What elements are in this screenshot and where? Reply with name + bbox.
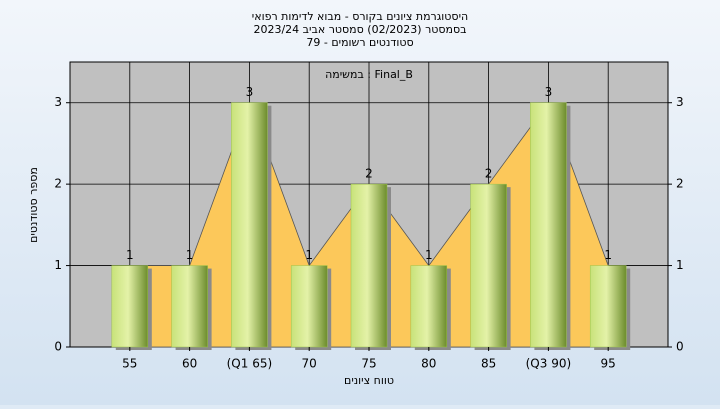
label-layer: 0 0 1 1 2 2 3 3 55 1 60 1 (Q1 65) 3 70 1 75 2 80 1 85 2 (Q3 90…: [54, 85, 683, 370]
x-tick-label: 55: [122, 357, 137, 371]
bar: [290, 265, 328, 348]
x-tick-label: (Q3 90): [526, 357, 572, 371]
bar: [171, 265, 208, 348]
value-label: 1: [305, 248, 313, 262]
x-axis-label: טווח ציונים: [344, 374, 394, 387]
value-label: 1: [425, 248, 433, 262]
x-tick-label: 85: [481, 357, 496, 371]
x-tick-label: (Q1 65): [227, 357, 273, 371]
bar: [410, 265, 448, 348]
y-tick-label: 0: [54, 340, 62, 354]
y-tick-label: 1: [54, 258, 62, 272]
value-label: 2: [485, 167, 493, 181]
x-tick-label: 60: [182, 357, 197, 371]
x-tick-label: 95: [601, 357, 616, 371]
value-label: 1: [126, 248, 134, 262]
bar: [589, 265, 627, 348]
x-tick-label: 80: [421, 357, 436, 371]
y2-tick-label: 3: [676, 95, 684, 109]
y-tick-label: 2: [54, 177, 62, 191]
x-tick-label: 70: [302, 357, 317, 371]
bar: [111, 265, 149, 348]
chart-title: היסטוגרמת ציונים בקורס - מבוא לדימות רפו…: [252, 10, 468, 23]
x-tick-label: 75: [361, 357, 376, 371]
value-label: 1: [604, 248, 612, 262]
bar: [350, 183, 388, 348]
y2-tick-label: 1: [676, 258, 684, 272]
bar: [470, 183, 507, 348]
bar: [231, 102, 268, 348]
y2-tick-label: 2: [676, 177, 684, 191]
chart-subtitle: בסמסטר (02/2023) סמסטר אביב 2023/24: [253, 23, 466, 36]
chart-subtitle: סטודנטים רשומים - 79: [306, 36, 413, 49]
value-label: 1: [186, 248, 194, 262]
y2-tick-label: 0: [676, 340, 684, 354]
bar-layer: [111, 102, 631, 350]
value-label: 3: [545, 85, 553, 99]
y-tick-label: 3: [54, 95, 62, 109]
bar: [530, 102, 567, 348]
y-axis-label: מספר סטודנטים: [27, 167, 40, 243]
value-label: 3: [246, 85, 254, 99]
value-label: 2: [365, 167, 373, 181]
